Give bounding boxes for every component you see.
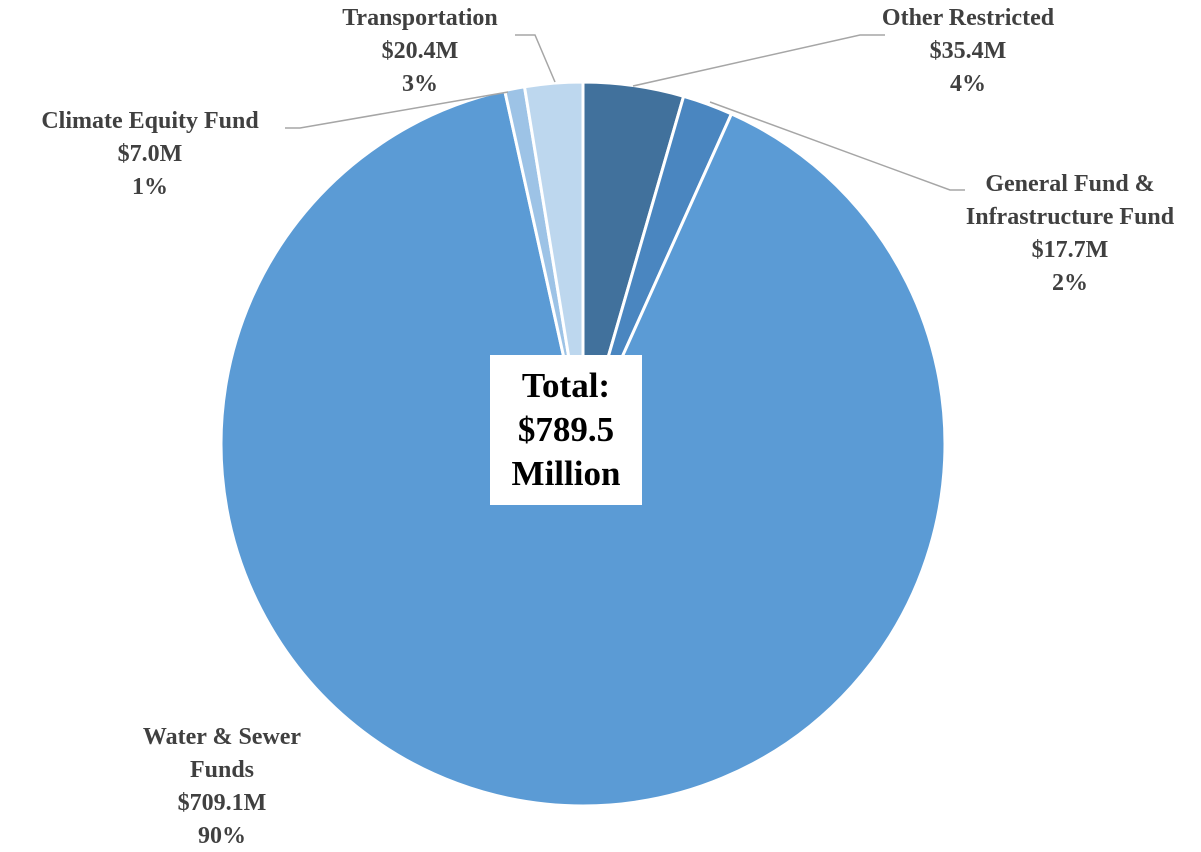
value-label: $20.4M bbox=[381, 38, 459, 64]
category-label: General Fund & Infrastructure Fund bbox=[965, 171, 1175, 230]
center-label: Total: $789.5 Million bbox=[490, 355, 642, 505]
data-label: Transportation $20.4M 3% bbox=[310, 2, 530, 101]
value-label: $35.4M bbox=[929, 38, 1007, 64]
leader-line bbox=[285, 91, 509, 129]
leader-line bbox=[709, 101, 965, 191]
leader-line bbox=[515, 34, 556, 83]
category-label: Climate Equity Fund bbox=[41, 108, 259, 134]
percent-label: 3% bbox=[402, 71, 438, 97]
data-label: Water & Sewer Funds $709.1M 90% bbox=[117, 721, 327, 852]
value-label: $709.1M bbox=[177, 790, 267, 816]
value-label: $7.0M bbox=[117, 141, 183, 167]
leader-line bbox=[632, 34, 885, 87]
data-label: Other Restricted $35.4M 4% bbox=[818, 2, 1118, 101]
data-label: General Fund & Infrastructure Fund $17.7M… bbox=[945, 168, 1195, 300]
pie-slice bbox=[522, 80, 585, 445]
percent-label: 2% bbox=[1052, 270, 1088, 296]
category-label: Transportation bbox=[342, 5, 498, 31]
data-label: Climate Equity Fund $7.0M 1% bbox=[0, 105, 300, 204]
percent-label: 90% bbox=[198, 823, 246, 849]
value-label: $17.7M bbox=[1031, 237, 1109, 263]
category-label: Water & Sewer Funds bbox=[142, 724, 302, 783]
percent-label: 1% bbox=[132, 174, 168, 200]
category-label: Other Restricted bbox=[881, 5, 1055, 31]
percent-label: 4% bbox=[950, 71, 986, 97]
